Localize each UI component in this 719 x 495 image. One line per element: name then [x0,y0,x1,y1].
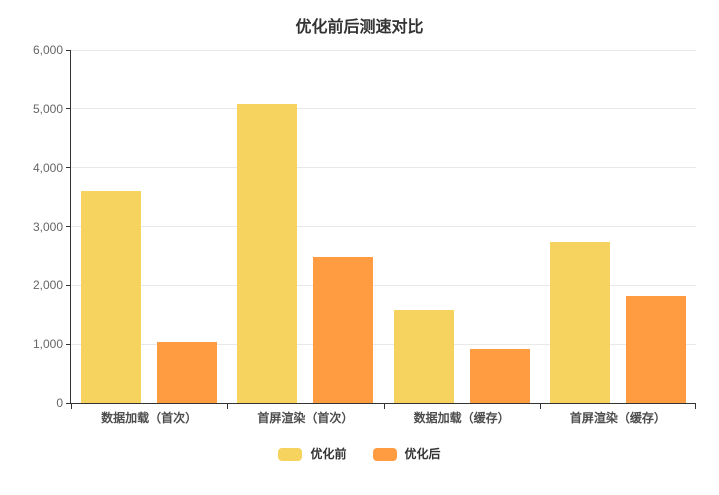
bar-优化前-首屏渲染（缓存）[interactable] [549,241,610,403]
y-axis-tick [66,49,71,51]
x-axis-tick [383,404,385,409]
x-axis-label: 数据加载（首次） [101,411,198,425]
y-axis-tick [66,167,71,169]
legend-swatch [278,448,303,461]
legend-item-优化前[interactable]: 优化前 [278,447,347,461]
y-axis-tick [66,343,71,345]
y-axis-label: 3,000 [32,219,63,234]
y-axis-tick [66,284,71,286]
legend-label: 优化前 [310,447,347,461]
x-axis-label: 首屏渲染（首次） [257,411,354,425]
bar-优化前-数据加载（首次）[interactable] [81,191,141,403]
x-axis-tick [71,404,72,409]
x-axis-line [70,403,696,404]
legend: 优化前 优化后 [0,448,719,461]
y-axis-label: 6,000 [32,43,63,57]
legend-label: 优化后 [404,447,441,461]
bar-优化后-数据加载（首次）[interactable] [157,341,217,403]
y-axis-tick [66,402,71,404]
chart-title: 优化前后测速对比 [295,19,424,36]
x-axis-tick [227,404,229,409]
x-axis-label: 数据加载（缓存） [413,411,510,425]
y-axis-label: 2,000 [32,278,63,293]
bar-优化前-首屏渲染（首次）[interactable] [237,104,298,403]
y-axis-label: 1,000 [32,337,63,352]
legend-swatch [372,448,397,461]
y-axis-label: 0 [56,396,63,410]
y-axis-tick [66,226,71,227]
gridline [71,108,696,110]
gridline [71,49,696,51]
y-axis-line [70,50,71,404]
x-axis-tick [695,404,696,409]
bar-优化后-首屏渲染（缓存）[interactable] [625,295,686,403]
bar-优化前-数据加载（缓存）[interactable] [393,310,454,403]
gridline [71,167,696,169]
x-axis-label: 首屏渲染（缓存） [569,411,666,425]
y-axis-label: 5,000 [32,101,63,116]
gridline [71,284,696,286]
gridline [71,343,696,345]
y-axis-label: 4,000 [32,160,63,175]
legend-item-优化后[interactable]: 优化后 [372,447,441,461]
y-axis-tick [66,108,71,110]
gridline [71,226,696,227]
bar-优化后-首屏渲染（首次）[interactable] [313,257,374,403]
x-axis-tick [539,404,541,409]
bar-优化后-数据加载（缓存）[interactable] [469,349,530,403]
